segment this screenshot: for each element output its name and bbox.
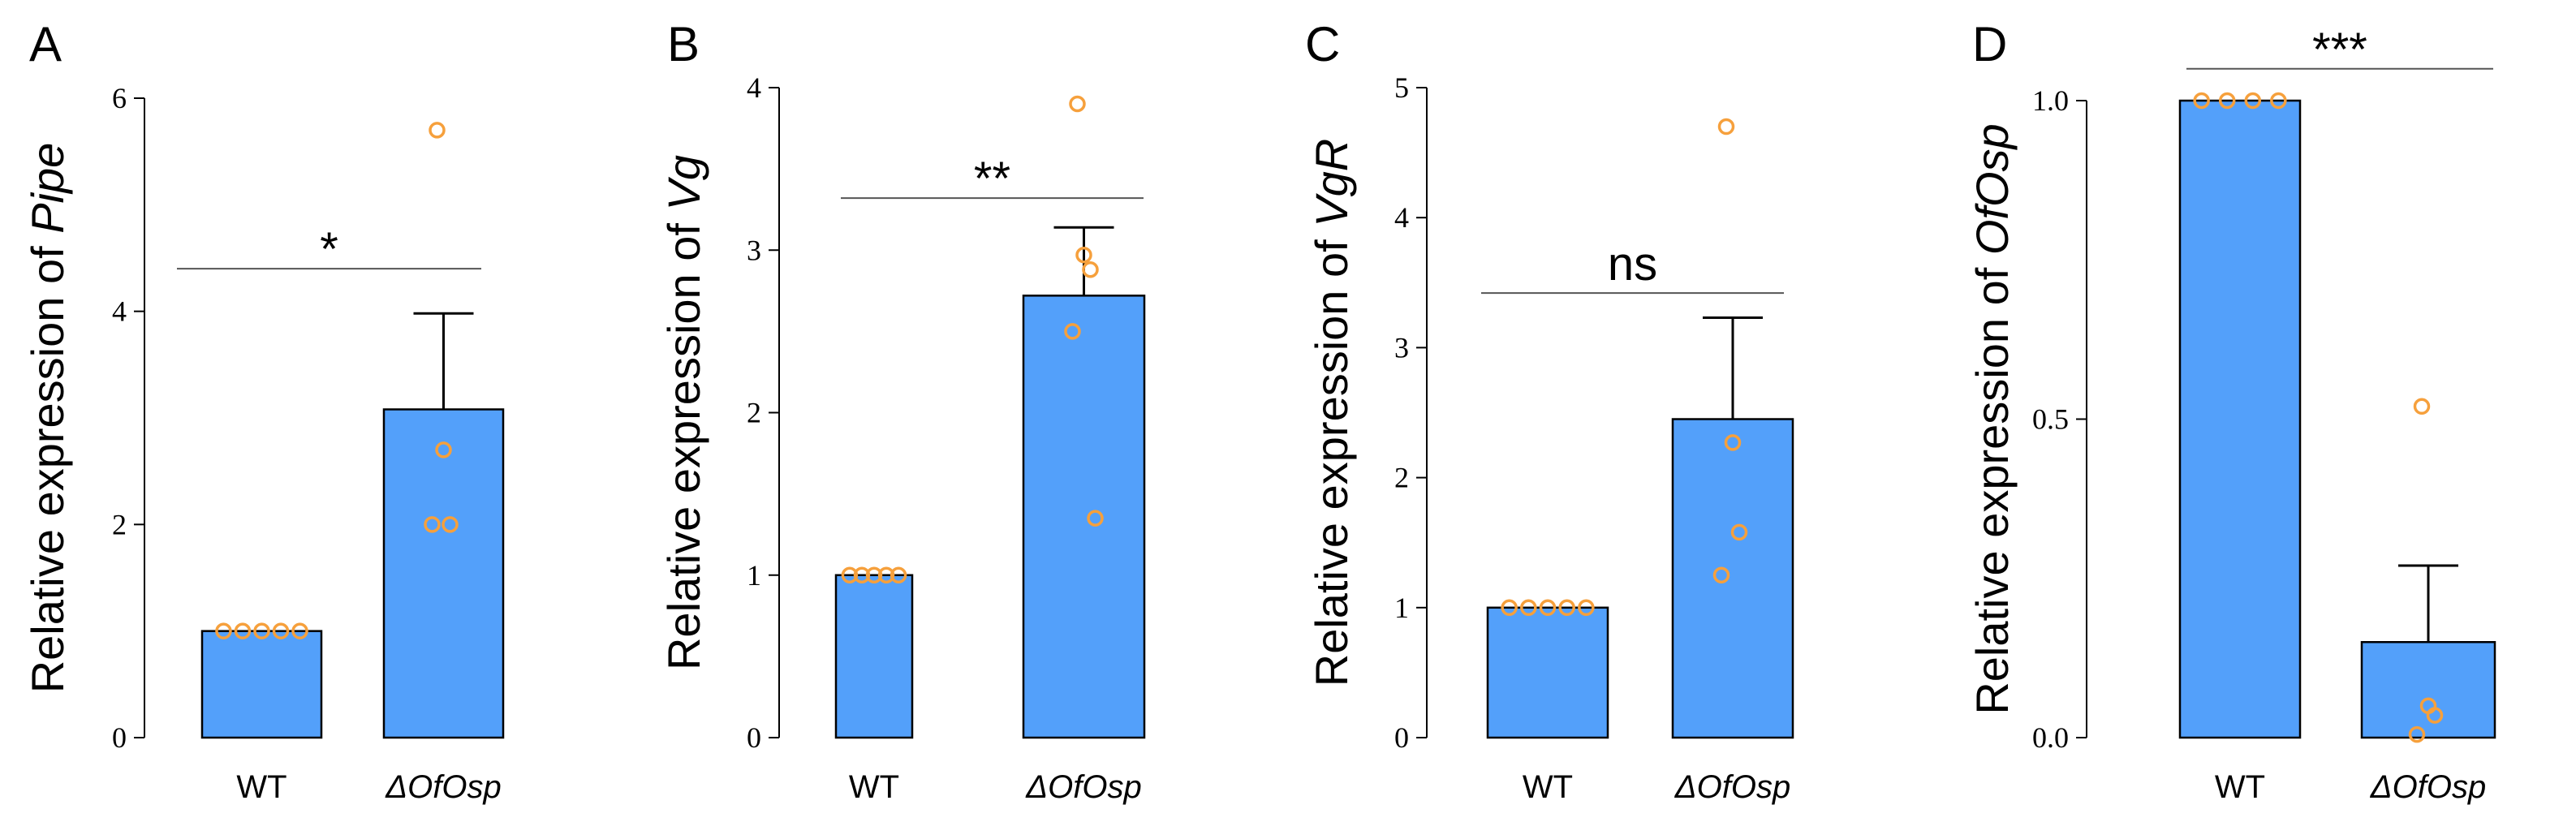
data-point xyxy=(272,622,290,639)
data-point xyxy=(2426,707,2444,724)
y-tick-label: 3 xyxy=(1394,331,1409,364)
y-tick-label: 6 xyxy=(112,82,127,114)
panel-letter: C xyxy=(1305,17,1340,71)
x-category-label: WT xyxy=(849,769,899,805)
data-point xyxy=(435,441,452,458)
significance-label: ** xyxy=(974,153,1010,205)
significance-label: ns xyxy=(1608,238,1657,291)
x-category-label: ΔOfOsp xyxy=(1025,769,1141,805)
data-point xyxy=(853,566,871,583)
panel-letter: A xyxy=(29,17,62,71)
x-category-label: ΔOfOsp xyxy=(1674,769,1790,805)
y-tick-label: 2 xyxy=(112,508,127,540)
data-point xyxy=(1724,434,1742,451)
chart-panel-a: A Relative expression of Pipe 0 2 4 6 WT ΔOfOsp… xyxy=(22,17,505,805)
bar-mutant xyxy=(2360,641,2496,739)
data-point xyxy=(215,622,232,639)
data-point xyxy=(1712,566,1730,583)
data-point xyxy=(1520,599,1537,617)
data-point xyxy=(1717,118,1735,136)
data-point xyxy=(1069,95,1086,113)
data-point xyxy=(1087,510,1104,527)
data-point xyxy=(2193,92,2210,110)
y-tick-label: 4 xyxy=(112,295,127,328)
x-category-label: WT xyxy=(2215,769,2265,805)
y-tick-label: 1 xyxy=(1394,592,1409,624)
data-point xyxy=(429,122,446,139)
data-point xyxy=(2270,92,2287,110)
data-point xyxy=(2408,725,2426,743)
data-point xyxy=(2218,92,2236,110)
y-tick-label: 2 xyxy=(747,397,761,429)
y-axis-label: Relative expression of VgR xyxy=(1306,139,1357,687)
data-point xyxy=(442,516,459,533)
y-tick-label: 4 xyxy=(1394,201,1409,234)
data-point xyxy=(1539,599,1557,617)
data-point xyxy=(291,622,308,639)
chart-panel-b: B Relative expression of Vg 0 1 2 3 4 WT ΔOfOsp *… xyxy=(658,17,1146,805)
x-category-label: WT xyxy=(1523,769,1573,805)
y-tick-label: 0 xyxy=(1394,721,1409,754)
y-tick-label: 3 xyxy=(747,234,761,266)
y-tick-label: 2 xyxy=(1394,462,1409,494)
bar-mutant xyxy=(1671,418,1794,739)
significance-label: * xyxy=(320,223,338,276)
data-point xyxy=(2413,398,2431,415)
y-tick-label: 0.5 xyxy=(2032,403,2069,436)
y-tick-label: 4 xyxy=(747,71,761,104)
bar-wt xyxy=(1486,606,1609,739)
x-category-label: WT xyxy=(236,769,286,805)
data-point xyxy=(1558,599,1575,617)
data-point xyxy=(1064,323,1081,340)
data-point xyxy=(877,566,895,583)
y-tick-label: 5 xyxy=(1394,71,1409,104)
x-category-label: ΔOfOsp xyxy=(2370,769,2486,805)
data-point xyxy=(424,516,441,533)
data-point xyxy=(1075,247,1092,264)
y-tick-label: 0 xyxy=(112,721,127,754)
y-tick-label: 0 xyxy=(747,721,761,754)
data-point xyxy=(2244,92,2262,110)
data-point xyxy=(841,566,859,583)
bar-mutant xyxy=(382,408,505,739)
data-point xyxy=(890,566,907,583)
data-point xyxy=(1082,261,1099,278)
chart-panel-d: D Relative expression of OfOsp 0.0 0.5 1.0 WT… xyxy=(1966,17,2496,805)
bar-wt xyxy=(200,630,323,739)
x-category-label: ΔOfOsp xyxy=(385,769,501,805)
data-point xyxy=(1730,523,1748,541)
data-point xyxy=(1578,599,1595,617)
y-tick-label: 1 xyxy=(747,559,761,592)
y-axis-label: Relative expression of Pipe xyxy=(22,143,73,694)
data-point xyxy=(1501,599,1518,617)
data-point xyxy=(865,566,883,583)
panel-letter: B xyxy=(667,17,700,71)
y-tick-label: 0.0 xyxy=(2032,721,2069,754)
bar-mutant xyxy=(1022,295,1146,739)
data-point xyxy=(234,622,252,639)
panel-letter: D xyxy=(1972,17,2007,71)
y-tick-label: 1.0 xyxy=(2032,84,2069,117)
data-point xyxy=(253,622,270,639)
significance-label: *** xyxy=(2312,24,2367,76)
bar-wt xyxy=(834,574,914,739)
bar-wt xyxy=(2178,99,2302,739)
chart-panel-c: C Relative expression of VgR 0 1 2 3 4 5 WT ΔOfOs… xyxy=(1305,17,1794,805)
y-axis-label: Relative expression of OfOsp xyxy=(1966,123,2018,714)
y-axis-label: Relative expression of Vg xyxy=(658,155,709,670)
